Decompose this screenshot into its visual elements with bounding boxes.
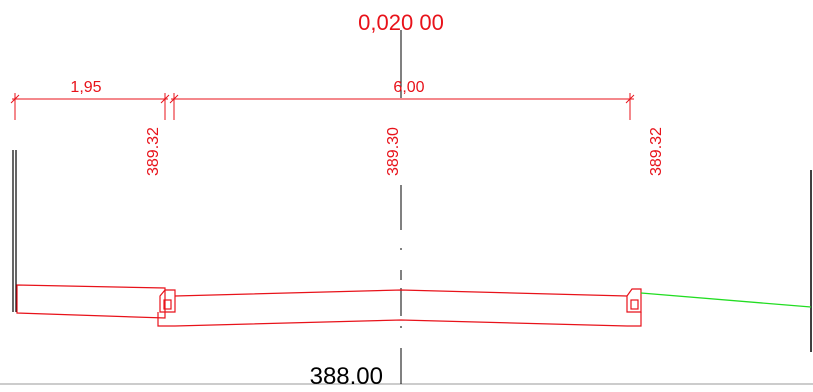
dimension-sidewalk <box>10 93 170 120</box>
left-curb <box>157 289 176 327</box>
sidewalk-slab <box>16 284 166 319</box>
datum-level-label: 388.00 <box>310 363 383 390</box>
right-curb <box>626 288 642 327</box>
elevation-right-curb: 389.32 <box>648 127 665 176</box>
left-frame <box>12 150 17 312</box>
road-pavement <box>174 289 628 327</box>
terrain-line <box>640 292 812 308</box>
dimension-label-carriageway: 6,00 <box>393 79 424 96</box>
elevation-left-curb: 389.32 <box>145 127 162 176</box>
dimension-carriageway <box>169 93 635 120</box>
elevation-centerline: 389.30 <box>385 127 402 176</box>
dimension-label-sidewalk: 1,95 <box>70 79 101 96</box>
chainage-label: 0,020 00 <box>358 10 444 35</box>
